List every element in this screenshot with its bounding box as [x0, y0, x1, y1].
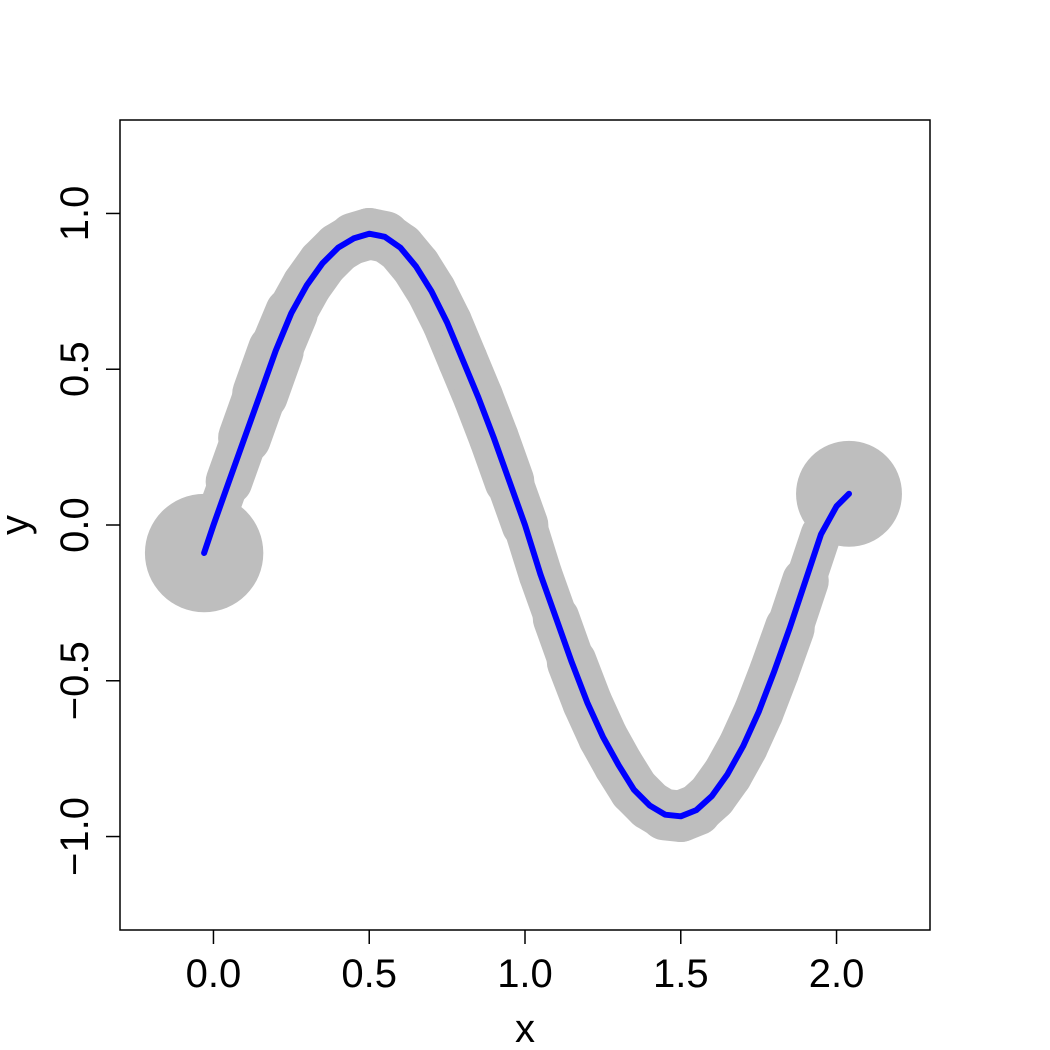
y-axis-label: y [0, 515, 37, 535]
series-line [201, 230, 852, 820]
y-tick-label: −0.5 [53, 641, 97, 720]
x-tick-label: 1.0 [497, 952, 553, 996]
x-axis-label: x [515, 1007, 535, 1050]
y-tick-label: −1.0 [53, 797, 97, 876]
y-tick-label: 0.0 [53, 497, 97, 553]
x-tick-label: 0.0 [186, 952, 242, 996]
x-axis: 0.0 0.5 1.0 1.5 2.0 [186, 930, 865, 996]
y-axis: −1.0 −0.5 0.0 0.5 1.0 [53, 186, 120, 876]
x-tick-label: 1.5 [653, 952, 709, 996]
y-tick-label: 1.0 [53, 186, 97, 242]
line-layer [201, 230, 852, 820]
y-tick-label: 0.5 [53, 341, 97, 397]
x-tick-label: 2.0 [809, 952, 865, 996]
x-tick-label: 0.5 [341, 952, 397, 996]
